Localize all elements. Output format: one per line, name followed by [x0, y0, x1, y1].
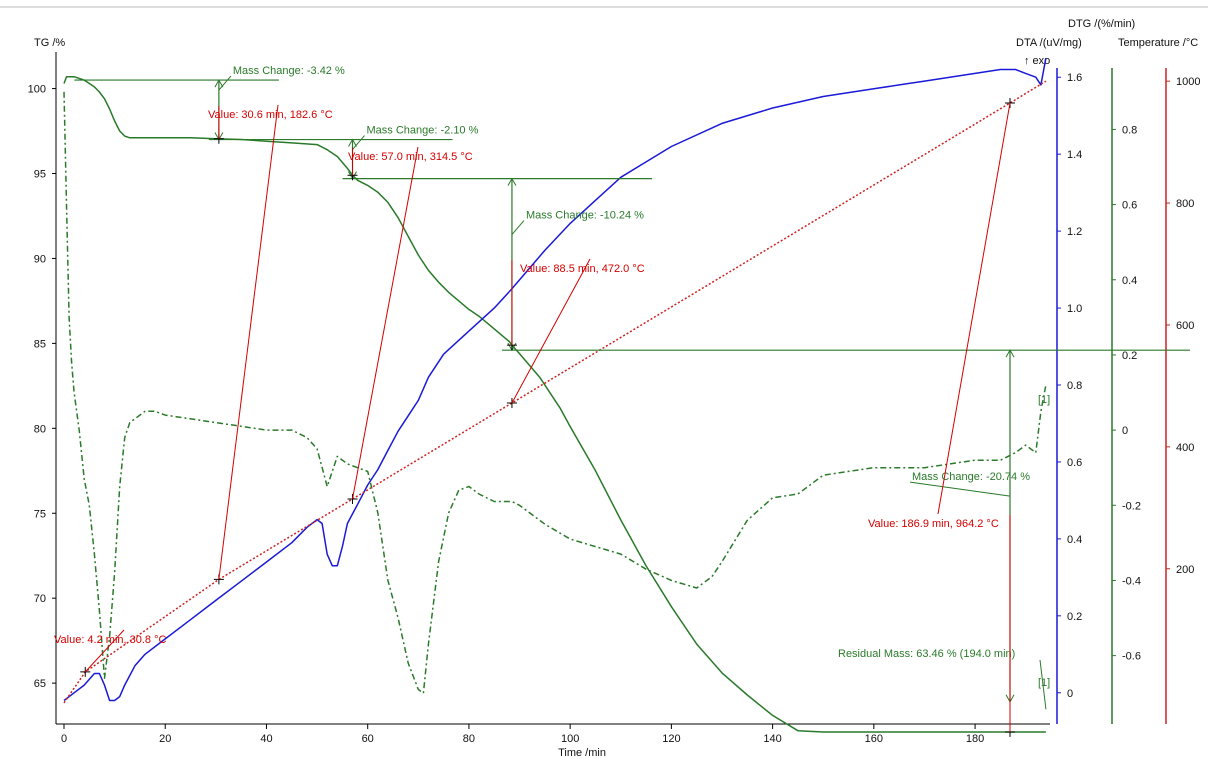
tg-tick-label: 65 [34, 678, 46, 690]
temperature-value-leader [352, 146, 419, 500]
x-tick-label: 160 [865, 733, 883, 745]
tg-series-line [63, 75, 1046, 733]
mass-change-annotation: Mass Change: -3.42 % [74, 65, 345, 141]
tg-tick-label: 70 [34, 593, 46, 605]
x-axis-title: Time /min [558, 747, 606, 758]
temperature-value-leader [511, 258, 591, 404]
dtg-tick-label: 0.6 [1122, 200, 1137, 212]
residual-mass-label: Residual Mass: 63.46 % (194.0 min) [838, 648, 1015, 660]
tg-tick-label: 95 [34, 169, 46, 181]
dta-tick-label: 0.4 [1067, 534, 1082, 546]
mass-change-label: Mass Change: -20.74 % [912, 471, 1030, 483]
dtg-tick-label: 0.4 [1122, 275, 1137, 287]
temperature-value-annotation: Value: 57.0 min, 314.5 °C [347, 146, 473, 504]
temperature-tick-label: 400 [1176, 442, 1194, 454]
tg-tick-label: 85 [34, 338, 46, 350]
tg-tick-label: 80 [34, 423, 46, 435]
mass-change-leader [909, 481, 1011, 497]
x-tick-label: 180 [966, 733, 984, 745]
x-tick-label: 80 [463, 733, 475, 745]
temperature-value-annotation: Value: 88.5 min, 472.0 °C [506, 258, 645, 408]
dtg-axis-title: DTG /(%/min) [1068, 18, 1135, 30]
dtg-tick-label: 0 [1122, 425, 1128, 437]
temperature-point-marker [347, 493, 358, 504]
mass-change-label: Mass Change: -3.42 % [233, 65, 345, 77]
segment-marker: [1] [1038, 677, 1050, 689]
dta-tick-label: 1.2 [1067, 226, 1082, 238]
temperature-value-annotation: Value: 186.9 min, 964.2 °C [868, 97, 1015, 737]
x-tick-label: 100 [561, 733, 579, 745]
temperature-value-label: Value: 4.2 min, 30.8 °C [54, 634, 166, 646]
dtg-series-line [63, 91, 1047, 694]
temperature-tick-label: 600 [1176, 320, 1194, 332]
temperature-series-line [63, 80, 1047, 704]
x-tick-label: 20 [159, 733, 171, 745]
x-tick-label: 40 [260, 733, 272, 745]
temperature-value-label: Value: 30.6 min, 182.6 °C [208, 109, 333, 121]
segment-marker: [1] [1038, 394, 1050, 406]
tg-tick-label: 75 [34, 508, 46, 520]
dta-tick-label: 1.6 [1067, 72, 1082, 84]
x-tick-label: 60 [362, 733, 374, 745]
exo-marker: ↑ exo [1024, 55, 1050, 67]
tg-axis-title: TG /% [34, 37, 65, 49]
temperature-point-marker [80, 666, 91, 677]
temperature-value-annotation: Value: 30.6 min, 182.6 °C [208, 104, 333, 585]
dta-axis-title: DTA /(uV/mg) [1016, 37, 1082, 49]
series-layer [63, 57, 1047, 733]
dtg-tick-label: -0.6 [1122, 651, 1141, 663]
tg-tick-label: 100 [28, 84, 46, 96]
x-tick-label: 120 [662, 733, 680, 745]
temperature-value-leader [84, 629, 125, 673]
mass-change-label: Mass Change: -2.10 % [367, 125, 479, 137]
dtg-tick-label: 0.2 [1122, 350, 1137, 362]
dtg-tick-label: -0.2 [1122, 500, 1141, 512]
temperature-value-leader [218, 104, 279, 580]
residual-mass-leader [1039, 659, 1047, 710]
mass-change-label: Mass Change: -10.24 % [526, 210, 644, 222]
dtg-tick-label: 0.8 [1122, 124, 1137, 136]
dta-series-line [63, 57, 1047, 702]
dtg-tick-label: -0.4 [1122, 575, 1141, 587]
temperature-value-label: Value: 57.0 min, 314.5 °C [348, 151, 473, 163]
dta-tick-label: 0.2 [1067, 611, 1082, 623]
x-tick-label: 0 [61, 733, 67, 745]
temperature-value-annotation: Value: 4.2 min, 30.8 °C [54, 629, 166, 677]
tg-tick-label: 90 [34, 253, 46, 265]
temperature-value-label: Value: 186.9 min, 964.2 °C [868, 518, 999, 530]
temperature-tick-label: 200 [1176, 564, 1194, 576]
dta-tick-label: 0 [1067, 688, 1073, 700]
temperature-value-leader [937, 102, 1011, 515]
mass-change-leader [218, 75, 232, 91]
residual-mass-annotation: Residual Mass: 63.46 % (194.0 min) [838, 648, 1047, 710]
mass-change-leader [352, 135, 365, 150]
mass-change-leader [511, 220, 525, 235]
x-tick-label: 140 [763, 733, 781, 745]
dta-tick-label: 1.0 [1067, 303, 1082, 315]
temperature-axis-title: Temperature /°C [1118, 37, 1198, 49]
temperature-tick-label: 800 [1176, 198, 1194, 210]
temperature-tick-label: 1000 [1176, 76, 1200, 88]
dta-tick-label: 1.4 [1067, 149, 1082, 161]
dta-tick-label: 0.6 [1067, 457, 1082, 469]
annotation-layer: Mass Change: -3.42 % Mass Change: -2.10 %… [54, 65, 1191, 737]
temperature-value-label: Value: 88.5 min, 472.0 °C [520, 263, 645, 275]
dta-tick-label: 0.8 [1067, 380, 1082, 392]
axes-layer: 0 20 40 60 80 100 120 140 160 180 Time /min 65 70 75 8… [0, 6, 1208, 758]
